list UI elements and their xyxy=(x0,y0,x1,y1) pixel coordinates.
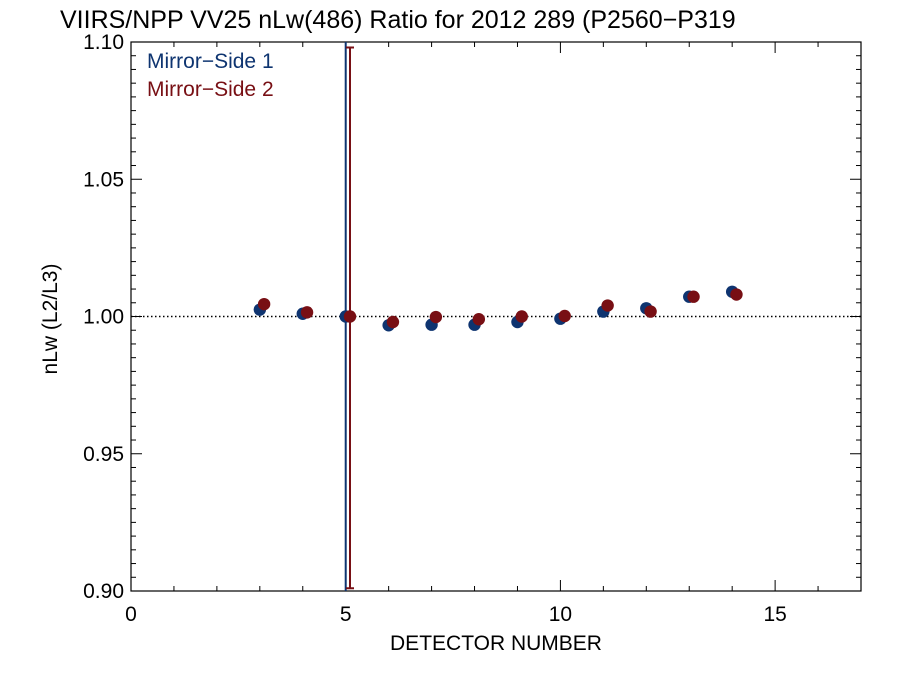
data-point-series-2 xyxy=(601,299,614,312)
y-axis-label: nLw (L2/L3) xyxy=(39,264,62,375)
y-tick-label: 0.90 xyxy=(83,580,124,603)
legend-mirror-side-1: Mirror−Side 1 xyxy=(147,50,274,73)
chart-title: VIIRS/NPP VV25 nLw(486) Ratio for 2012 2… xyxy=(60,6,736,34)
data-point-series-2 xyxy=(687,290,700,303)
data-point-series-2 xyxy=(644,305,657,318)
data-point-series-2 xyxy=(343,310,357,323)
x-axis-label: DETECTOR NUMBER xyxy=(390,632,602,655)
data-point-series-2 xyxy=(429,310,443,324)
y-tick-label: 1.10 xyxy=(83,31,124,54)
data-point-series-2 xyxy=(730,288,743,301)
data-point-series-2 xyxy=(558,309,571,323)
x-tick-label: 0 xyxy=(125,603,137,626)
x-tick-label: 15 xyxy=(763,603,786,626)
legend-mirror-side-2: Mirror−Side 2 xyxy=(147,78,274,101)
y-tick-label: 1.05 xyxy=(83,168,124,191)
data-point-series-2 xyxy=(472,313,486,326)
data-point-series-2 xyxy=(515,310,528,323)
y-tick-label: 0.95 xyxy=(83,443,124,466)
data-point-series-2 xyxy=(257,297,271,311)
x-tick-label: 10 xyxy=(549,603,572,626)
x-tick-label: 5 xyxy=(340,603,352,626)
data-points xyxy=(253,285,743,332)
data-point-series-2 xyxy=(300,306,314,319)
ticks: 0 5 10 15 0.90 0.95 1.00 1.05 1.10 xyxy=(83,31,862,626)
data-point-series-2 xyxy=(386,315,400,329)
y-tick-label: 1.00 xyxy=(83,306,124,329)
